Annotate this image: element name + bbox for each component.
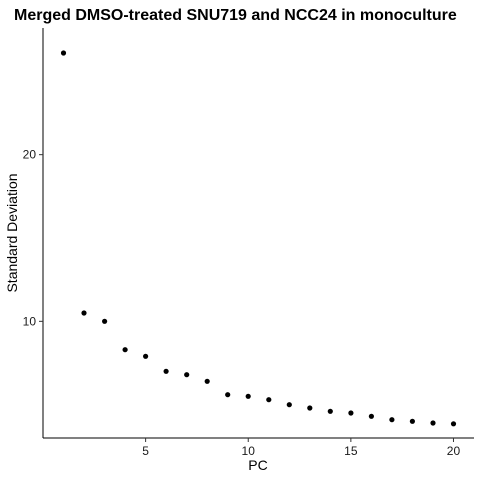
data-point-pc-4 [122, 347, 128, 353]
data-point-pc-10 [245, 393, 251, 399]
x-axis-label: PC [248, 457, 267, 473]
data-point-pc-13 [307, 405, 313, 411]
data-point-pc-17 [389, 417, 395, 423]
x-tick-label: 20 [447, 444, 461, 458]
data-point-pc-5 [143, 353, 149, 359]
data-point-pc-8 [204, 378, 210, 384]
data-point-pc-11 [266, 397, 272, 403]
y-axis-ticks: 10 20 [23, 148, 43, 328]
data-point-pc-1 [60, 50, 67, 56]
data-point-pc-18 [409, 418, 415, 424]
y-tick-label: 10 [23, 314, 37, 328]
y-tick-label: 20 [23, 148, 37, 162]
data-point-pc-14 [327, 408, 333, 414]
data-point-pc-3 [102, 318, 108, 324]
data-point-pc-12 [286, 402, 292, 408]
data-point-pc-19 [430, 420, 436, 426]
data-point-pc-20 [450, 421, 457, 427]
data-point-pc-7 [184, 372, 190, 378]
x-tick-label: 10 [242, 444, 256, 458]
plot-area [60, 50, 457, 427]
data-point-pc-15 [348, 410, 354, 416]
data-point-pc-9 [225, 392, 231, 398]
data-point-pc-16 [368, 413, 374, 419]
x-axis-ticks: 5 10 15 20 [142, 438, 460, 458]
data-point-pc-6 [163, 368, 169, 374]
chart-title: Merged DMSO-treated SNU719 and NCC24 in … [14, 7, 457, 24]
x-tick-label: 5 [142, 444, 149, 458]
x-tick-label: 15 [344, 444, 358, 458]
data-point-pc-2 [81, 310, 87, 316]
y-axis-label: Standard Deviation [4, 173, 20, 292]
